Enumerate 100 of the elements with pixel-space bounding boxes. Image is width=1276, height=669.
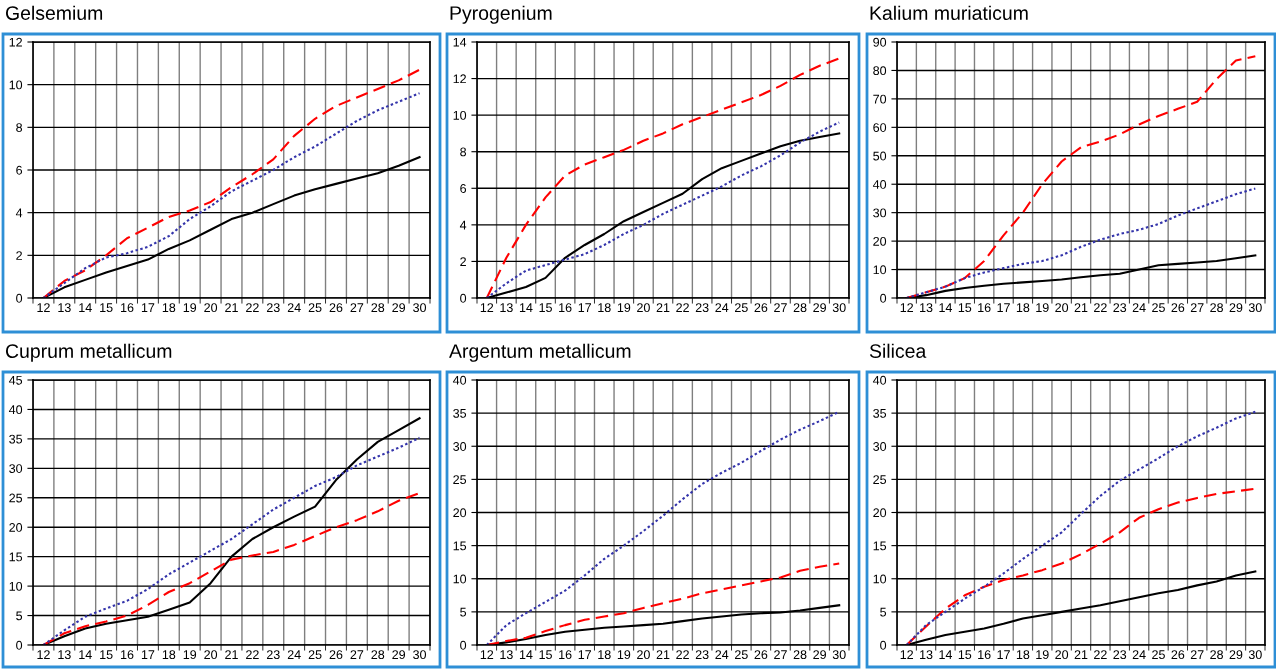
- chart-title: Silicea: [869, 343, 927, 358]
- x-tick-label: 30: [1248, 303, 1262, 313]
- y-tick-label: 12: [453, 74, 466, 84]
- y-tick-label: 0: [16, 640, 23, 650]
- x-tick-label: 22: [246, 303, 259, 312]
- x-tick-label: 21: [656, 303, 670, 312]
- x-tick-label: 17: [578, 303, 592, 312]
- line-series: [485, 57, 841, 298]
- y-tick-label: 30: [453, 442, 467, 451]
- x-tick-label: 30: [832, 303, 846, 313]
- y-tick-label: 70: [873, 94, 887, 104]
- x-tick-label: 22: [246, 650, 259, 659]
- chart-title: Argentum metallicum: [449, 343, 631, 362]
- x-tick-label: 14: [79, 303, 92, 312]
- y-tick-label: 35: [453, 408, 467, 418]
- x-tick-label: 26: [1171, 303, 1185, 313]
- y-tick-label: 20: [453, 508, 467, 518]
- y-tick-label: 0: [460, 640, 467, 650]
- x-tick-label: 23: [266, 650, 280, 660]
- x-tick-label: 13: [500, 303, 513, 313]
- y-tick-label: 20: [873, 508, 887, 518]
- x-tick-label: 24: [715, 650, 729, 659]
- x-tick-label: 23: [266, 303, 280, 313]
- y-tick-label: 14: [453, 37, 467, 47]
- x-tick-label: 15: [100, 303, 113, 313]
- x-tick-label: 28: [1210, 650, 1223, 660]
- x-tick-label: 29: [813, 303, 826, 313]
- x-tick-label: 13: [500, 650, 513, 660]
- x-tick-label: 15: [958, 650, 972, 660]
- x-tick-label: 15: [100, 650, 113, 660]
- x-tick-label: 18: [598, 303, 611, 313]
- y-tick-label: 40: [8, 405, 23, 415]
- y-tick-label: 0: [880, 640, 887, 650]
- y-tick-label: 8: [460, 147, 467, 157]
- y-tick-label: 6: [16, 165, 23, 175]
- line-series: [42, 492, 421, 645]
- y-tick-label: 0: [460, 293, 467, 303]
- y-tick-label: 15: [9, 552, 23, 562]
- x-tick-label: 24: [1132, 650, 1146, 659]
- y-tick-label: 40: [872, 375, 887, 385]
- y-tick-label: 90: [873, 37, 887, 47]
- x-tick-label: 16: [978, 303, 991, 313]
- y-tick-label: 15: [453, 541, 467, 551]
- y-tick-label: 35: [9, 434, 23, 444]
- y-tick-label: 12: [9, 37, 22, 47]
- x-tick-label: 23: [1113, 650, 1127, 660]
- x-tick-label: 19: [617, 303, 631, 313]
- x-tick-label: 22: [1094, 650, 1107, 659]
- x-tick-label: 14: [79, 650, 92, 659]
- x-tick-label: 22: [676, 303, 689, 312]
- x-tick-label: 12: [480, 650, 494, 659]
- y-tick-label: 10: [873, 265, 887, 275]
- x-tick-label: 23: [695, 303, 709, 313]
- y-tick-label: 30: [9, 464, 23, 473]
- x-tick-label: 21: [1074, 650, 1088, 659]
- x-tick-label: 25: [1152, 650, 1165, 660]
- x-tick-label: 29: [1229, 650, 1243, 660]
- chart-title: Cuprum metallicum: [5, 343, 172, 362]
- x-tick-label: 27: [1190, 303, 1204, 312]
- y-tick-label: 40: [452, 375, 467, 385]
- x-tick-label: 12: [37, 303, 50, 312]
- x-tick-label: 28: [793, 303, 807, 313]
- x-tick-label: 18: [162, 650, 176, 660]
- x-tick-label: 15: [958, 303, 972, 313]
- x-tick-label: 17: [578, 650, 592, 659]
- x-tick-label: 29: [1229, 303, 1243, 313]
- y-tick-label: 4: [459, 220, 467, 230]
- x-tick-label: 26: [1171, 650, 1185, 660]
- y-tick-label: 35: [873, 408, 887, 418]
- y-tick-label: 30: [873, 208, 887, 218]
- x-tick-label: 23: [695, 650, 709, 660]
- x-tick-label: 25: [308, 303, 322, 313]
- x-tick-label: 21: [225, 650, 238, 659]
- x-tick-label: 13: [920, 650, 933, 660]
- x-tick-label: 14: [519, 303, 533, 312]
- y-tick-label: 25: [9, 493, 23, 503]
- y-tick-label: 2: [460, 257, 466, 266]
- x-tick-label: 29: [813, 650, 826, 660]
- y-tick-label: 20: [873, 236, 887, 246]
- y-tick-label: 10: [453, 574, 467, 584]
- y-tick-label: 40: [872, 180, 887, 189]
- x-tick-label: 12: [480, 303, 494, 312]
- chart-title: Kalium muriaticum: [870, 5, 1028, 20]
- y-tick-label: 30: [873, 442, 887, 451]
- x-tick-label: 16: [121, 650, 134, 660]
- y-tick-label: 0: [880, 293, 887, 303]
- x-tick-label: 18: [162, 303, 176, 313]
- x-tick-label: 26: [754, 303, 768, 313]
- y-tick-label: 60: [873, 123, 887, 132]
- chart-title: Pyrogenium: [450, 5, 552, 24]
- y-tick-label: 15: [873, 541, 887, 551]
- x-tick-label: 19: [1036, 303, 1049, 313]
- x-tick-label: 20: [1055, 303, 1069, 313]
- y-tick-label: 80: [873, 66, 887, 76]
- x-tick-label: 15: [539, 650, 552, 660]
- y-tick-label: 10: [873, 574, 887, 584]
- x-tick-label: 28: [1210, 303, 1223, 313]
- x-tick-label: 29: [392, 650, 406, 660]
- x-tick-label: 19: [183, 303, 197, 313]
- x-tick-label: 18: [1016, 303, 1030, 313]
